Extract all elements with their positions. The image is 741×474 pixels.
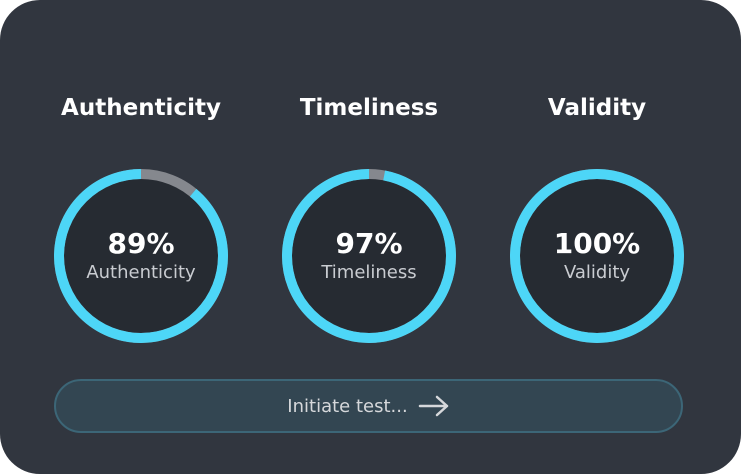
progress-ring — [54, 169, 228, 343]
metric-timeliness: Timeliness 97% Timeliness — [269, 88, 469, 343]
progress-ring — [282, 169, 456, 343]
metric-percent: 89% — [107, 227, 175, 260]
metric-label: Validity — [563, 262, 631, 283]
metric-title: Validity — [547, 95, 647, 121]
ring-progress — [54, 169, 228, 343]
metric-validity: Validity 100% Validity — [497, 88, 697, 343]
metric-percent: 100% — [553, 227, 641, 260]
progress-ring — [510, 169, 684, 343]
metric-title: Authenticity — [61, 95, 221, 121]
arrow-right-icon — [418, 395, 448, 417]
ring-progress — [282, 169, 456, 343]
ring-progress — [510, 169, 684, 343]
metric-authenticity: Authenticity 89% Authenticity — [41, 88, 241, 343]
metric-label: Authenticity — [86, 262, 196, 283]
initiate-test-button[interactable]: Initiate test... — [54, 379, 683, 433]
button-label: Initiate test... — [287, 395, 408, 417]
metric-title: Timeliness — [299, 95, 439, 121]
metric-label: Timeliness — [321, 262, 417, 283]
metric-percent: 97% — [335, 227, 403, 260]
